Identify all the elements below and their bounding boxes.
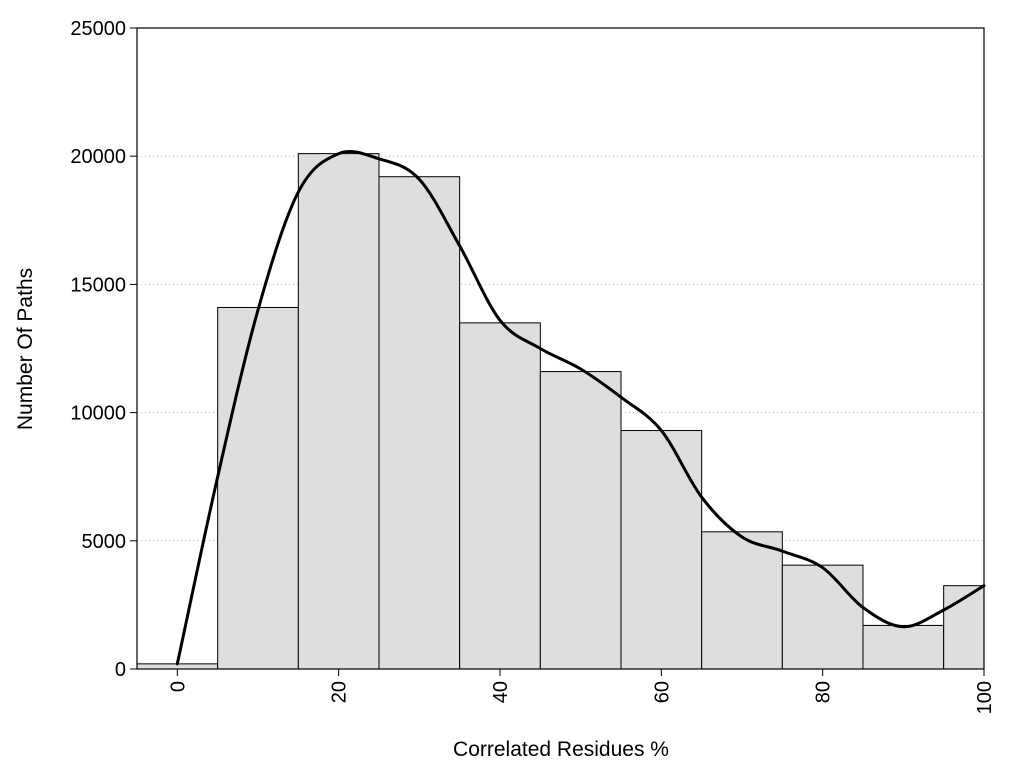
histogram-bar	[297, 153, 380, 670]
histogram-bars	[136, 153, 985, 670]
y-axis-ticks: 0 5000 10000 15000 20000 25000	[70, 18, 137, 681]
density-curve-layer	[175, 149, 986, 666]
y-tick-label: 25000	[70, 18, 126, 40]
plot-frame	[136, 27, 985, 670]
histogram-bar	[701, 531, 783, 670]
histogram-bar	[781, 564, 864, 670]
histogram-bar	[862, 624, 945, 670]
y-tick-label: 20000	[70, 146, 126, 168]
x-tick-label: 20	[329, 681, 351, 703]
y-tick-label: 10000	[70, 403, 126, 425]
x-tick-label: 40	[490, 681, 512, 703]
x-tick-label: 0	[167, 681, 189, 692]
histogram-bar	[620, 430, 703, 670]
y-tick-label: 0	[115, 659, 126, 681]
histogram-bar	[378, 176, 461, 670]
density-curve	[175, 149, 986, 666]
histogram-bar	[217, 306, 299, 670]
x-tick-label: 80	[813, 681, 835, 703]
histogram-bar	[539, 371, 622, 670]
x-axis-label: Correlated Residues %	[453, 738, 669, 761]
y-axis-label: Number Of Paths	[14, 268, 37, 430]
y-tick-label: 5000	[82, 531, 127, 553]
x-axis-ticks: 0 20 40 60 80 100	[167, 669, 996, 714]
x-tick-label: 60	[651, 681, 673, 703]
y-tick-label: 15000	[70, 274, 126, 296]
histogram-bar	[459, 322, 541, 670]
x-tick-label: 100	[974, 681, 996, 714]
